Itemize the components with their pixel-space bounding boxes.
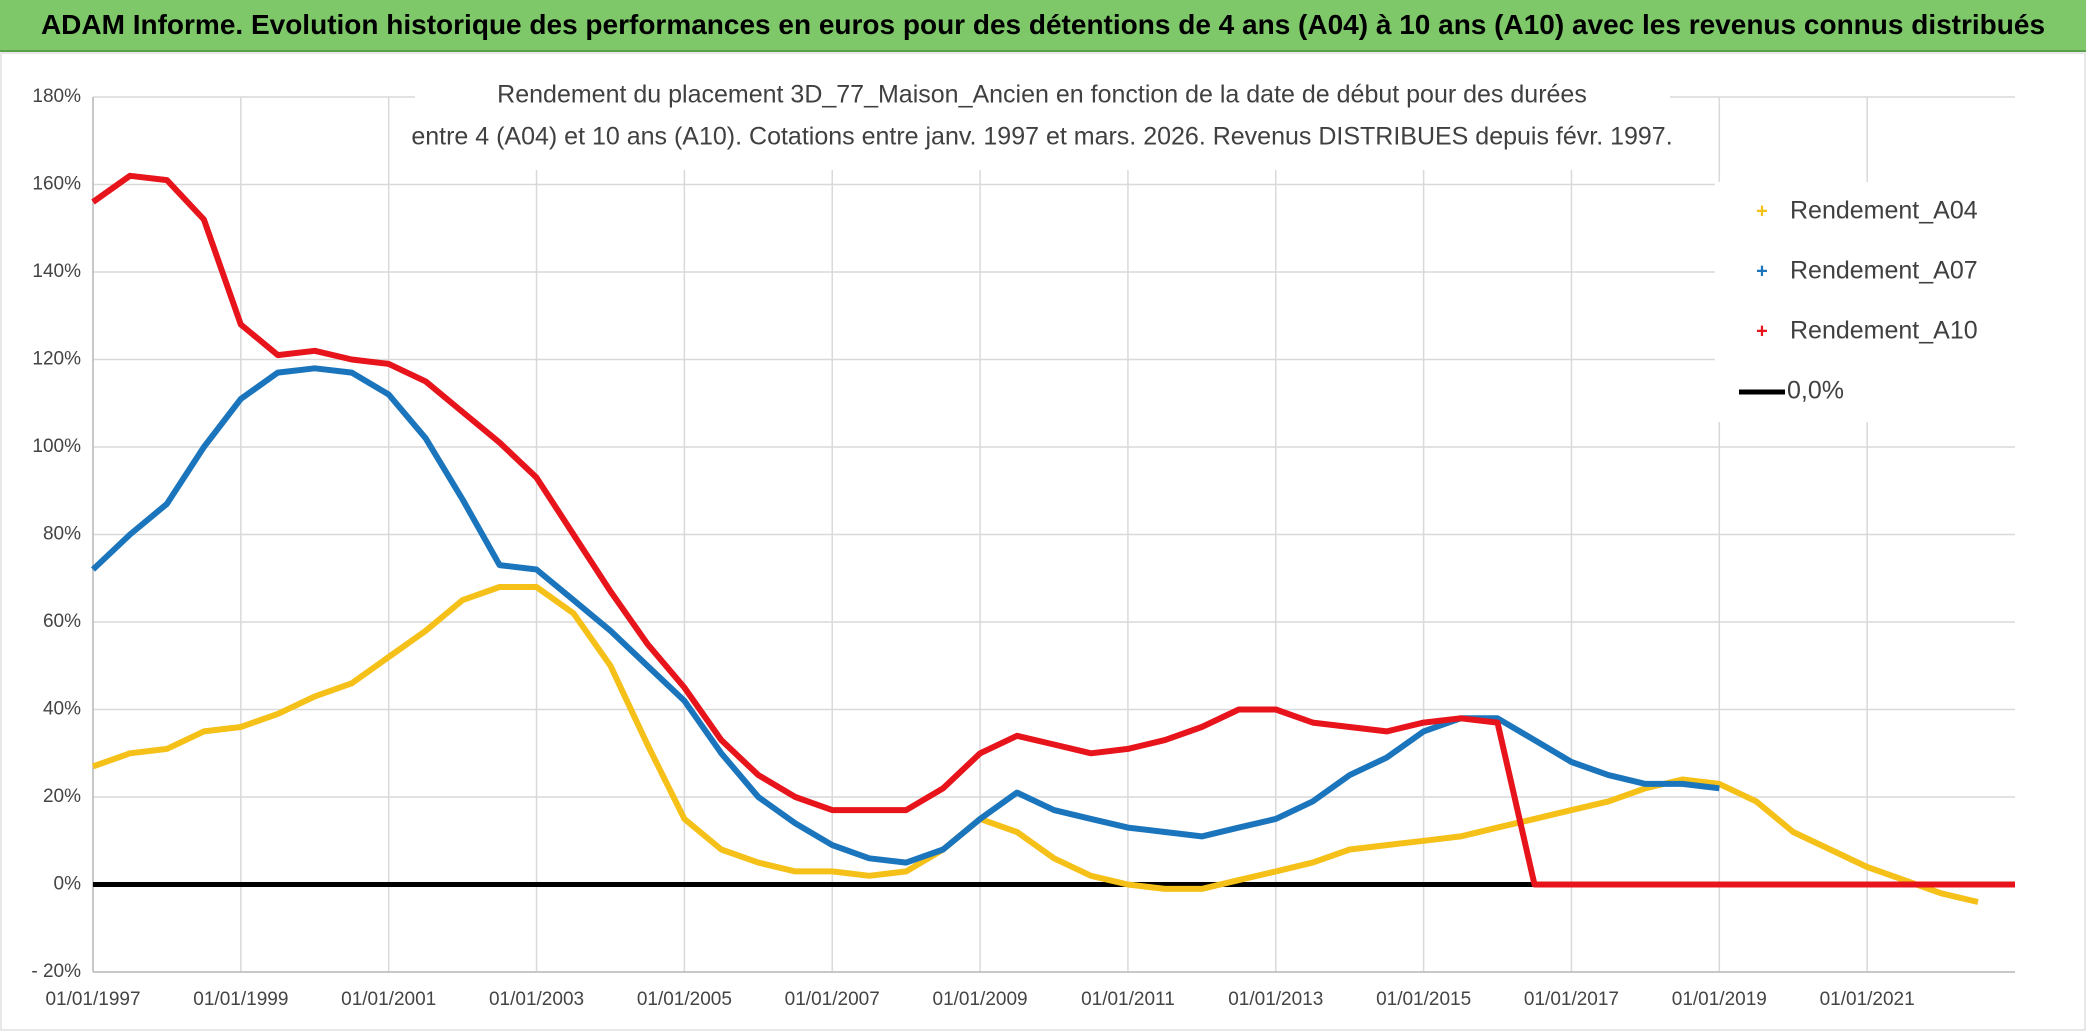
y-tick-label: 40% (43, 699, 81, 720)
x-tick-label: 01/01/2007 (785, 989, 880, 1010)
y-tick-label: 60% (43, 611, 81, 632)
series-line (90, 365, 1720, 866)
x-tick-label: 01/01/2009 (933, 989, 1028, 1010)
x-tick-label: 01/01/1999 (193, 989, 288, 1010)
legend-swatch: + (1756, 320, 1768, 342)
frame (0, 52, 2086, 1031)
y-tick-label: 120% (32, 349, 81, 370)
x-tick-label: 01/01/2015 (1376, 989, 1471, 1010)
x-tick-label: 01/01/2021 (1820, 989, 1915, 1010)
y-tick-label: 160% (32, 174, 81, 195)
y-tick-label: 20% (43, 786, 81, 807)
y-tick-label: 180% (32, 86, 81, 107)
y-tick-label: 100% (32, 436, 81, 457)
legend-swatch: + (1756, 200, 1768, 222)
y-tick-label: - 20% (31, 961, 81, 982)
legend-label: Rendement_A04 (1790, 197, 1978, 225)
chart: - 20% 0% 20% 40% 60% 80% 100% 120% 140% 160% 180% 0… (0, 52, 2086, 1031)
chart-title: Rendement du placement 3D_77_Maison_Anci… (497, 81, 1587, 109)
x-tick-label: 01/01/1997 (45, 989, 140, 1010)
series-line (91, 172, 2015, 888)
title-bg (415, 70, 1670, 170)
legend-swatch: + (1756, 260, 1768, 282)
x-tick-label: 01/01/2001 (341, 989, 436, 1010)
y-tick-label: 80% (43, 524, 81, 545)
legend-label: Rendement_A07 (1790, 257, 1978, 285)
x-tick-label: 01/01/2005 (637, 989, 732, 1010)
series-line (91, 584, 1979, 905)
x-tick-label: 01/01/2011 (1081, 989, 1175, 1010)
x-tick-label: 01/01/2019 (1672, 989, 1767, 1010)
y-tick-label: 140% (32, 261, 81, 282)
legend-label: 0,0% (1787, 377, 1844, 405)
x-tick-label: 01/01/2017 (1524, 989, 1619, 1010)
x-tick-label: 01/01/2013 (1228, 989, 1323, 1010)
y-tick-label: 0% (54, 874, 82, 895)
header-title: ADAM Informe. Evolution historique des p… (0, 0, 2086, 52)
legend-label: Rendement_A10 (1790, 317, 1978, 345)
x-tick-label: 01/01/2003 (489, 989, 584, 1010)
legend-box (1715, 182, 2015, 422)
chart-subtitle: entre 4 (A04) et 10 ans (A10). Cotations… (411, 123, 1672, 151)
